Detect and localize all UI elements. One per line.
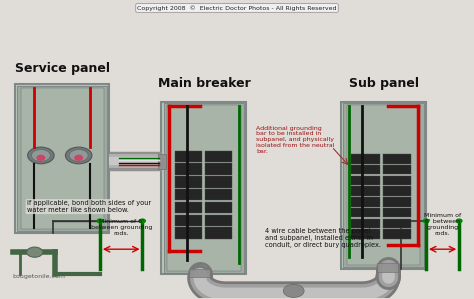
Bar [205, 189, 232, 200]
FancyBboxPatch shape [346, 106, 420, 265]
Text: Sub panel: Sub panel [348, 77, 419, 90]
Circle shape [423, 219, 429, 223]
Text: Service panel: Service panel [15, 62, 110, 75]
Bar [383, 176, 411, 185]
FancyBboxPatch shape [15, 84, 109, 233]
Text: Copyright 2008  ©  Electric Doctor Photos - All Rights Reserved: Copyright 2008 © Electric Doctor Photos … [137, 5, 337, 11]
Bar [351, 197, 380, 207]
Bar [157, 154, 166, 169]
Bar [351, 208, 380, 217]
Bar [205, 164, 232, 175]
FancyBboxPatch shape [343, 103, 424, 267]
Bar [174, 151, 201, 162]
Bar [174, 189, 201, 200]
Circle shape [456, 219, 462, 223]
Text: 4 wire cable between the panel
and subpanel, installed either in
conduit, or dir: 4 wire cable between the panel and subpa… [265, 228, 382, 248]
Text: Additional grounding
bar to be installed in
subpanel, and physically
isolated fr: Additional grounding bar to be installed… [256, 126, 334, 154]
Bar [383, 229, 411, 239]
Circle shape [31, 150, 50, 161]
Bar [351, 165, 380, 175]
Circle shape [27, 147, 54, 164]
Bar [189, 269, 210, 277]
Circle shape [27, 247, 43, 257]
FancyBboxPatch shape [167, 106, 241, 271]
Bar [174, 176, 201, 187]
FancyBboxPatch shape [341, 102, 426, 269]
Bar [205, 215, 232, 226]
Bar [351, 154, 380, 164]
FancyBboxPatch shape [20, 88, 104, 229]
Text: If applicable, bond both sides of your
water meter like shown below.: If applicable, bond both sides of your w… [27, 200, 151, 213]
Bar [205, 176, 232, 187]
Bar [351, 176, 380, 185]
Circle shape [69, 150, 88, 161]
Text: Main breaker: Main breaker [157, 77, 250, 90]
FancyBboxPatch shape [161, 102, 246, 274]
Circle shape [97, 219, 103, 223]
Bar [174, 202, 201, 213]
Circle shape [140, 219, 146, 223]
Bar [205, 151, 232, 162]
Bar [383, 197, 411, 207]
Circle shape [75, 155, 82, 160]
Bar [174, 215, 201, 226]
Text: Minimum of 6'
between grounding
rods.: Minimum of 6' between grounding rods. [91, 219, 152, 236]
Text: bougetonile.com: bougetonile.com [12, 274, 65, 279]
Bar [383, 208, 411, 217]
Bar [174, 164, 201, 175]
Bar [351, 186, 380, 196]
Text: Minimum of
6' between
grounding
rods.: Minimum of 6' between grounding rods. [424, 213, 461, 236]
Bar [205, 228, 232, 239]
Bar [377, 263, 398, 271]
Bar [383, 186, 411, 196]
Bar [383, 154, 411, 164]
Bar [383, 219, 411, 228]
Bar [383, 165, 411, 175]
Bar [174, 228, 201, 239]
Circle shape [65, 147, 92, 164]
Bar [351, 219, 380, 228]
Bar [205, 202, 232, 213]
Circle shape [37, 155, 45, 160]
FancyBboxPatch shape [164, 103, 244, 273]
Bar [351, 229, 380, 239]
FancyBboxPatch shape [17, 86, 107, 231]
Circle shape [283, 284, 304, 298]
